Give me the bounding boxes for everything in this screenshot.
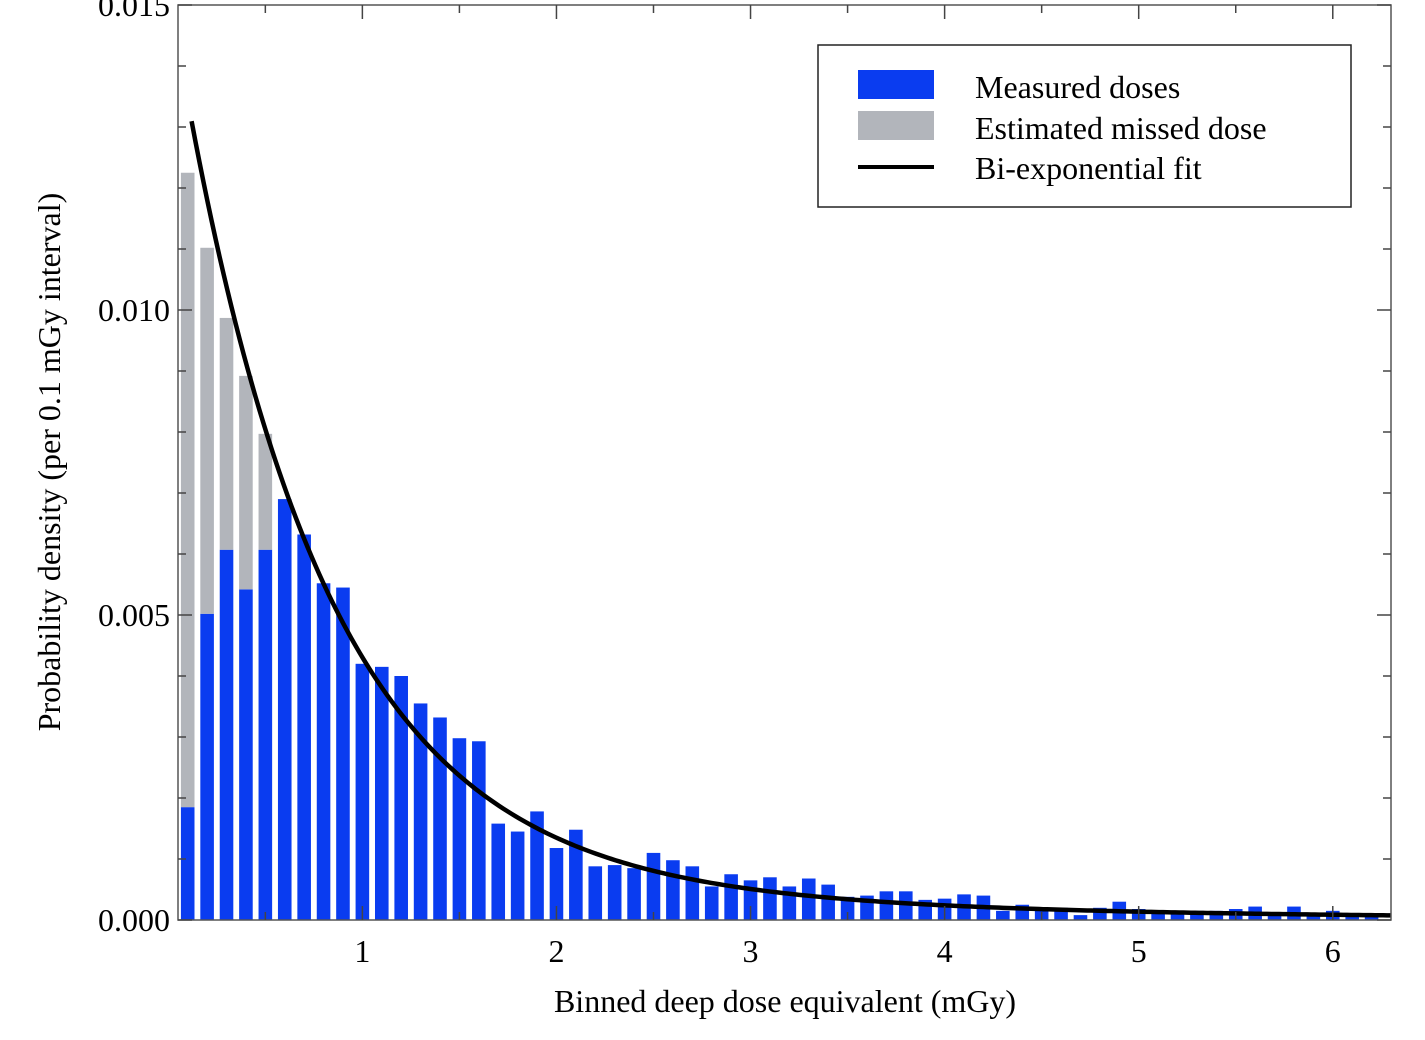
x-tick-label: 5 xyxy=(1131,933,1147,969)
legend-label-missed: Estimated missed dose xyxy=(975,110,1267,146)
y-tick-label: 0.000 xyxy=(98,902,170,938)
bar-measured xyxy=(549,848,564,920)
bar-measured xyxy=(180,807,195,920)
x-tick-label: 2 xyxy=(548,933,564,969)
bar-measured xyxy=(355,663,370,920)
bar-measured xyxy=(569,829,583,920)
axis-tick-labels: 1 2 3 4 5 6 0.000 0.005 0.010 0.015 xyxy=(98,0,1341,969)
bar-measured xyxy=(801,878,816,920)
plot-frame xyxy=(177,4,1392,921)
bar-measured xyxy=(413,703,428,920)
bar-measured xyxy=(510,831,525,920)
bar-measured xyxy=(394,676,408,920)
bar-measured xyxy=(588,866,603,920)
bar-measured xyxy=(821,884,835,920)
y-tick-label: 0.010 xyxy=(98,292,170,328)
bar-missed xyxy=(200,247,214,614)
bar-measured xyxy=(219,549,234,920)
x-tick-label: 6 xyxy=(1325,933,1341,969)
bar-measured xyxy=(433,717,447,920)
y-tick-label: 0.005 xyxy=(98,597,170,633)
bar-measured xyxy=(316,583,331,920)
bar-missed xyxy=(219,317,234,550)
bar-measured xyxy=(277,499,292,920)
bar-missed xyxy=(258,433,273,550)
x-tick-label: 3 xyxy=(743,933,759,969)
bar-measured xyxy=(374,666,389,920)
histogram-bars xyxy=(180,172,1379,920)
bar-measured xyxy=(840,896,855,920)
legend-label-measured: Measured doses xyxy=(975,69,1180,105)
bar-measured xyxy=(1364,916,1379,920)
bar-measured xyxy=(1170,910,1185,920)
bar-measured xyxy=(627,868,641,920)
bar-measured xyxy=(258,549,273,920)
x-tick-label: 1 xyxy=(354,933,370,969)
bar-measured xyxy=(879,891,894,920)
bar-measured xyxy=(1267,913,1282,920)
bar-measured xyxy=(200,613,214,920)
bar-measured xyxy=(297,534,311,920)
bar-measured xyxy=(899,891,913,920)
bar-measured xyxy=(666,860,680,920)
bar-measured xyxy=(724,874,738,920)
bar-measured xyxy=(607,865,622,920)
x-axis-title: Binned deep dose equivalent (mGy) xyxy=(554,983,1016,1019)
y-tick-label: 0.015 xyxy=(98,0,170,23)
bar-measured xyxy=(646,852,661,920)
legend-label-fit: Bi-exponential fit xyxy=(975,150,1202,186)
bar-measured xyxy=(1209,910,1224,920)
legend-swatch-missed xyxy=(858,111,934,140)
bar-measured xyxy=(704,886,719,920)
legend-swatch-measured xyxy=(858,70,934,99)
y-axis-title: Probability density (per 0.1 mGy interva… xyxy=(31,193,67,732)
bar-measured xyxy=(1073,915,1088,920)
bar-measured xyxy=(1190,910,1204,920)
bar-measured xyxy=(530,811,544,920)
bar-missed xyxy=(180,172,195,808)
bar-measured xyxy=(491,823,506,920)
bar-measured xyxy=(763,877,777,920)
bar-measured xyxy=(336,587,350,920)
bar-missed xyxy=(239,375,253,590)
x-tick-label: 4 xyxy=(937,933,953,969)
bi-exponential-fit-line xyxy=(189,120,1392,918)
bar-measured xyxy=(239,589,253,920)
bar-measured xyxy=(685,866,700,920)
bar-measured xyxy=(1151,913,1165,920)
legend: Measured doses Estimated missed dose Bi-… xyxy=(817,44,1352,208)
bar-measured xyxy=(996,910,1010,920)
bar-measured xyxy=(452,738,467,920)
bar-measured xyxy=(472,741,486,920)
axis-ticks xyxy=(178,4,1391,921)
